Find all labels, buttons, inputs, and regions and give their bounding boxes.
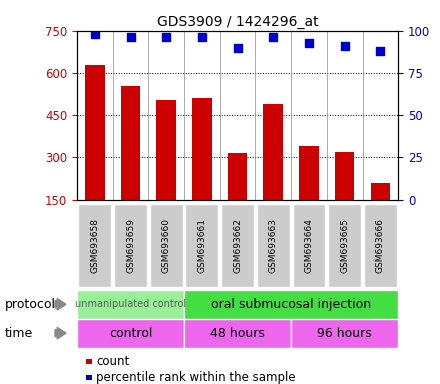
Bar (264, 104, 283, 200)
Bar (121, 86, 140, 200)
Bar (293, 204, 326, 287)
Bar (291, 319, 398, 348)
Point (163, 35, 170, 41)
Text: GDS3909 / 1424296_at: GDS3909 / 1424296_at (157, 15, 319, 29)
Bar (364, 204, 397, 287)
Bar (184, 290, 398, 319)
Text: GSM693665: GSM693665 (340, 218, 349, 273)
Point (127, 35, 134, 41)
Text: GSM693664: GSM693664 (304, 218, 313, 273)
Text: GSM693666: GSM693666 (376, 218, 385, 273)
Bar (156, 100, 176, 200)
Bar (150, 204, 183, 287)
Bar (370, 183, 390, 200)
Bar (77, 290, 184, 319)
Text: GSM693660: GSM693660 (162, 218, 171, 273)
Point (92, 31, 99, 37)
Text: GSM693661: GSM693661 (198, 218, 206, 273)
Text: oral submucosal injection: oral submucosal injection (211, 298, 371, 311)
Bar (77, 319, 184, 348)
Text: GSM693658: GSM693658 (90, 218, 99, 273)
Point (341, 43, 348, 49)
Bar (257, 204, 290, 287)
Text: count: count (96, 355, 129, 368)
Bar (192, 98, 212, 200)
Text: 96 hours: 96 hours (317, 327, 372, 339)
Bar (85, 65, 105, 200)
Text: time: time (4, 327, 33, 339)
Point (270, 35, 277, 41)
Bar (114, 204, 147, 287)
Bar (78, 204, 111, 287)
Bar (186, 204, 218, 287)
Bar (221, 204, 254, 287)
Bar (184, 319, 291, 348)
Text: GSM693662: GSM693662 (233, 218, 242, 273)
Text: percentile rank within the sample: percentile rank within the sample (96, 371, 296, 384)
Bar (228, 153, 247, 200)
Point (377, 48, 384, 54)
Point (234, 45, 241, 51)
Point (198, 35, 205, 41)
Bar (335, 152, 355, 200)
Text: unmanipulated control: unmanipulated control (75, 299, 186, 310)
Bar (328, 204, 361, 287)
Text: GSM693659: GSM693659 (126, 218, 135, 273)
Point (305, 40, 312, 46)
Text: control: control (109, 327, 152, 339)
Text: 48 hours: 48 hours (210, 327, 265, 339)
Text: protocol: protocol (4, 298, 55, 311)
Text: GSM693663: GSM693663 (269, 218, 278, 273)
Bar (299, 146, 319, 200)
